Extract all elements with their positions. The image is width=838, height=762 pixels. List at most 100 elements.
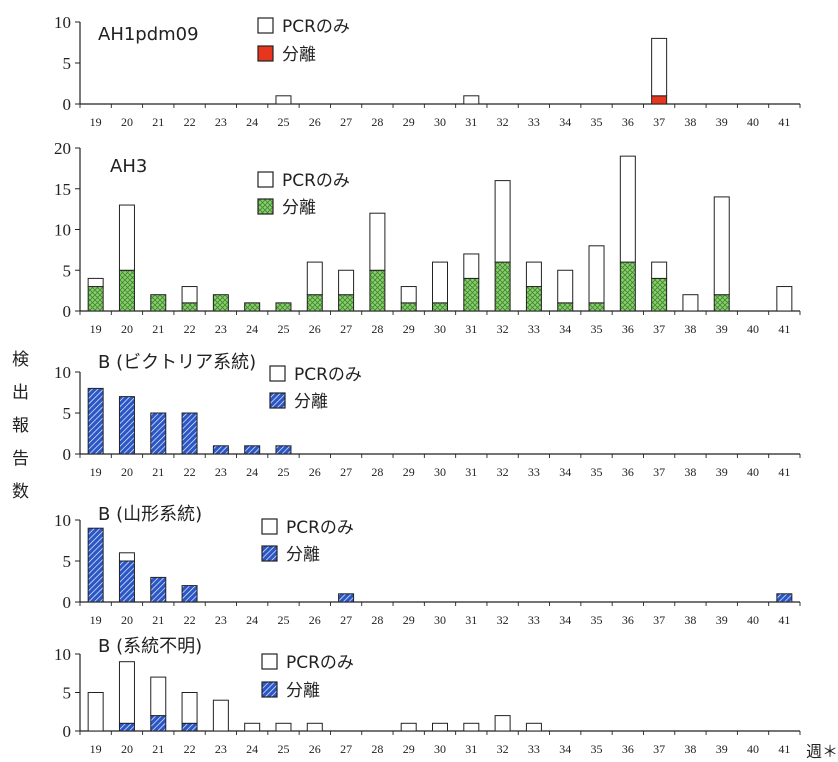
- y-axis-title-char: 検: [12, 350, 29, 370]
- x-tick-label: 35: [591, 613, 603, 627]
- x-tick-label: 20: [121, 742, 133, 756]
- bar-isolation: [275, 445, 292, 455]
- bar-isolation: [494, 261, 511, 312]
- x-tick-label: 29: [403, 613, 415, 627]
- x-tick-label: 33: [528, 613, 540, 627]
- x-tick-label: 26: [309, 613, 321, 627]
- x-tick-label: 41: [778, 322, 790, 336]
- bar-isolation: [181, 722, 198, 732]
- x-tick-label: 32: [497, 115, 509, 129]
- bar-pcr-only: [181, 286, 198, 304]
- bar-pcr-only: [369, 212, 386, 271]
- bar-pcr-only: [525, 722, 542, 732]
- x-tick-label: 36: [622, 322, 634, 336]
- y-tick-label: 10: [54, 511, 71, 530]
- x-tick-label: 29: [403, 322, 415, 336]
- legend-label-pcr: PCRのみ: [282, 17, 350, 37]
- x-tick-label: 30: [434, 115, 446, 129]
- y-tick-label: 0: [63, 302, 72, 321]
- chart-panel-5: 0 5 10 19 20 21 22 23 24 25 26 27 28 29 30 31 32 33 34 35 36…: [54, 636, 801, 756]
- x-tick-label: 32: [497, 465, 509, 479]
- x-tick-label: 19: [90, 465, 102, 479]
- bar-isolation: [588, 302, 605, 312]
- legend-label-isolation: 分離: [286, 545, 320, 565]
- x-tick-label: 28: [371, 465, 383, 479]
- x-tick-label: 27: [340, 322, 352, 336]
- x-tick-label: 19: [90, 322, 102, 336]
- x-tick-label: 26: [309, 742, 321, 756]
- x-axis-title: 週＊: [806, 742, 838, 761]
- bar-pcr-only: [306, 261, 323, 296]
- y-tick-label: 0: [63, 722, 72, 741]
- bar-pcr-only: [651, 261, 668, 279]
- bar-pcr-only: [338, 269, 355, 296]
- x-tick-label: 34: [559, 465, 571, 479]
- x-tick-label: 29: [403, 115, 415, 129]
- bar-isolation: [118, 722, 135, 732]
- x-tick-label: 34: [559, 613, 571, 627]
- x-tick-label: 28: [371, 613, 383, 627]
- bar-isolation: [244, 445, 261, 455]
- x-tick-label: 26: [309, 322, 321, 336]
- x-tick-label: 31: [465, 613, 477, 627]
- x-tick-label: 31: [465, 115, 477, 129]
- bar-isolation: [338, 593, 355, 603]
- x-tick-label: 23: [215, 322, 227, 336]
- y-tick-label: 0: [63, 95, 72, 114]
- x-tick-label: 20: [121, 613, 133, 627]
- bar-pcr-only: [588, 245, 605, 304]
- bar-isolation: [463, 277, 480, 312]
- x-tick-label: 33: [528, 742, 540, 756]
- x-tick-label: 35: [591, 465, 603, 479]
- x-tick-label: 20: [121, 465, 133, 479]
- bar-isolation: [432, 302, 448, 312]
- bar-pcr-only: [400, 286, 417, 304]
- x-tick-label: 36: [622, 465, 634, 479]
- x-tick-label: 39: [716, 742, 728, 756]
- x-tick-label: 32: [497, 742, 509, 756]
- x-tick-label: 30: [434, 742, 446, 756]
- legend-swatch-pcr: [261, 518, 278, 535]
- x-tick-label: 22: [184, 742, 196, 756]
- x-tick-label: 34: [559, 742, 571, 756]
- bar-pcr-only: [244, 722, 261, 732]
- bar-pcr-only: [463, 253, 480, 279]
- x-tick-label: 38: [684, 742, 696, 756]
- bar-pcr-only: [651, 37, 668, 97]
- legend-swatch-pcr: [257, 17, 274, 34]
- x-tick-label: 38: [684, 322, 696, 336]
- x-tick-label: 34: [559, 322, 571, 336]
- x-tick-label: 41: [778, 742, 790, 756]
- chart-panel-4: 0 5 10 19 20 21 22 23 24 25 26 27 28 29 30 31 32 33 34 35 36…: [54, 504, 801, 627]
- y-tick-label: 20: [54, 139, 71, 158]
- x-tick-label: 34: [559, 115, 571, 129]
- y-tick-label: 15: [54, 180, 71, 199]
- bar-isolation: [557, 302, 574, 312]
- x-tick-label: 24: [246, 613, 258, 627]
- bar-pcr-only: [776, 286, 793, 312]
- bar-pcr-only: [432, 722, 448, 732]
- chart-title: AH3: [110, 156, 147, 177]
- bar-pcr-only: [400, 722, 417, 732]
- bar-isolation: [212, 445, 229, 455]
- chart-title: B (山形系統): [98, 504, 202, 525]
- x-tick-label: 29: [403, 742, 415, 756]
- x-tick-label: 31: [465, 742, 477, 756]
- y-tick-label: 5: [63, 684, 72, 703]
- bar-pcr-only: [432, 261, 448, 304]
- bar-pcr-only: [212, 699, 229, 732]
- bar-isolation: [150, 576, 167, 603]
- legend-swatch-isolation: [269, 392, 286, 409]
- y-tick-label: 10: [54, 363, 71, 382]
- x-tick-label: 30: [434, 322, 446, 336]
- bar-isolation: [181, 302, 198, 312]
- y-tick-label: 10: [54, 13, 71, 32]
- bar-isolation: [87, 387, 104, 455]
- bar-isolation: [118, 396, 135, 455]
- legend-label-pcr: PCRのみ: [286, 518, 354, 538]
